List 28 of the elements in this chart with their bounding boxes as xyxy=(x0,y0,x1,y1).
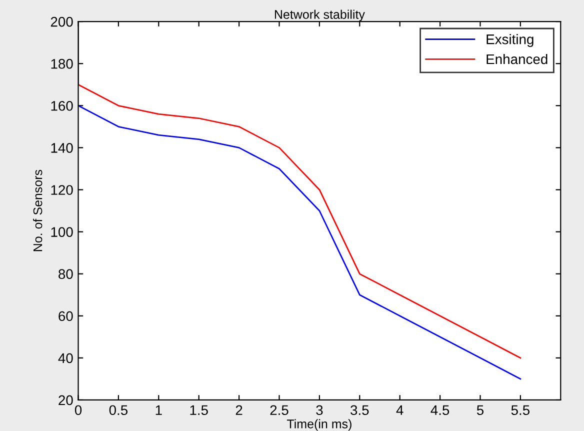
y-tick-label: 200 xyxy=(50,16,73,27)
x-tick-label: 1.5 xyxy=(190,405,208,416)
x-tick-label: 0.5 xyxy=(109,405,128,416)
chart-title: Network stability xyxy=(274,10,365,22)
x-tick-label: 2.5 xyxy=(270,405,288,416)
line-series xyxy=(78,104,522,380)
y-tick-label: 20 xyxy=(58,395,73,406)
x-tick-label: 4.5 xyxy=(430,405,450,416)
y-tick-label: 140 xyxy=(51,143,73,153)
x-tick-label: 5.5 xyxy=(511,405,530,416)
y-tick-label: 160 xyxy=(51,100,73,111)
legend-label: Enhanced xyxy=(486,54,548,64)
x-tick-label: 4 xyxy=(396,405,404,415)
x-axis-title: Time(in ms) xyxy=(286,419,352,431)
x-tick-label: 3.5 xyxy=(350,405,369,416)
y-tick-label: 80 xyxy=(58,269,73,279)
x-tick-label: 2 xyxy=(236,405,242,415)
x-tick-label: 3 xyxy=(316,405,323,416)
y-tick-label: 120 xyxy=(51,185,73,195)
legend-label: Exsiting xyxy=(486,34,534,47)
y-tick-label: 100 xyxy=(51,227,73,237)
x-tick-label: 5 xyxy=(476,405,484,416)
y-tick-label: 180 xyxy=(51,58,73,69)
x-tick-label: 0 xyxy=(74,405,82,416)
y-axis-title: No. of Sensors xyxy=(33,170,42,252)
y-tick-label: 40 xyxy=(58,353,73,364)
y-tick-label: 60 xyxy=(58,311,73,322)
x-tick-label: 1 xyxy=(156,405,162,415)
